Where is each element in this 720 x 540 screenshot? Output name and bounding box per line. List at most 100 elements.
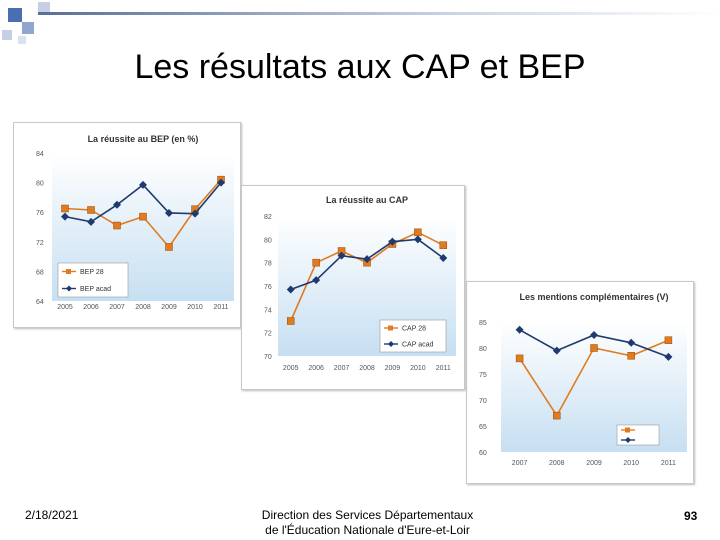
data-point-diamond	[337, 251, 346, 260]
y-tick-label: 72	[264, 331, 272, 338]
data-point-diamond	[113, 200, 121, 209]
legend-label: BEP acad	[80, 286, 111, 293]
data-point-diamond	[515, 325, 524, 334]
data-point-diamond	[439, 254, 448, 262]
data-point-diamond	[139, 180, 147, 189]
data-point-diamond	[286, 285, 295, 294]
y-tick-label: 82	[264, 214, 272, 221]
y-tick-label: 70	[479, 398, 487, 405]
data-point-square	[664, 336, 673, 344]
y-tick-label: 80	[479, 346, 487, 353]
y-tick-label: 68	[36, 269, 44, 276]
data-point-square	[165, 243, 173, 251]
x-tick-label: 2007	[334, 365, 350, 372]
data-point-diamond	[388, 237, 397, 246]
data-point-square	[139, 212, 147, 221]
chart-title: Les mentions complémentaires (V)	[519, 292, 668, 302]
data-point-square	[61, 204, 69, 213]
y-tick-label: 85	[479, 320, 487, 327]
data-point-square	[312, 258, 320, 267]
legend-marker	[66, 285, 72, 292]
data-point-square	[590, 344, 598, 352]
data-point-diamond	[87, 217, 95, 226]
footer-organization: Direction des Services Départementaux de…	[240, 508, 495, 538]
x-tick-label: 2006	[83, 304, 99, 311]
chart-title: La réussite au BEP (en %)	[88, 134, 199, 144]
x-tick-label: 2007	[109, 304, 125, 311]
data-point-square	[439, 241, 448, 249]
data-point-square	[627, 352, 635, 360]
y-tick-label: 84	[36, 151, 44, 158]
data-point-square	[553, 411, 561, 420]
x-tick-label: 2011	[213, 304, 228, 311]
footer-line-1: Direction des Services Départementaux	[261, 508, 474, 522]
x-tick-label: 2007	[512, 460, 528, 467]
chart-bep: La réussite au BEP (en %) 84 80 76 72 68 64 200…	[36, 134, 234, 311]
x-tick-label: 2008	[135, 304, 151, 311]
legend-marker	[625, 427, 630, 433]
x-tick-label: 2010	[187, 304, 203, 311]
chart-mentions: Les mentions complémentaires (V) 85 80 75 70…	[479, 292, 687, 467]
corner-square-4	[2, 30, 12, 40]
data-point-square	[113, 221, 121, 230]
x-tick-label: 2010	[410, 365, 426, 372]
data-point-diamond	[191, 209, 199, 218]
data-point-diamond	[664, 352, 673, 361]
x-tick-label: 2011	[661, 460, 676, 467]
x-tick-label: 2005	[57, 304, 73, 311]
data-point-diamond	[363, 255, 371, 264]
legend-label: CAP 28	[402, 326, 426, 333]
data-point-diamond	[590, 331, 598, 339]
y-tick-label: 76	[36, 210, 44, 217]
x-tick-label: 2010	[623, 460, 639, 467]
header-rule	[38, 12, 720, 15]
y-tick-label: 80	[36, 181, 44, 188]
y-tick-label: 75	[479, 372, 487, 379]
y-tick-label: 60	[479, 450, 487, 457]
x-tick-label: 2011	[436, 365, 451, 372]
data-point-square	[515, 354, 524, 363]
chart-panel-mc: Les mentions complémentaires (V) 85 80 75 70…	[466, 281, 694, 484]
y-tick-label: 76	[264, 284, 272, 291]
legend-box	[57, 262, 129, 298]
x-tick-label: 2009	[586, 460, 602, 467]
page-number: 93	[684, 509, 698, 523]
y-tick-label: 64	[36, 299, 44, 306]
data-point-diamond	[61, 212, 69, 221]
chart-panel-cap: La réussite au CAP 82 80 78 76 74 72 70 2005 2006…	[241, 185, 465, 390]
x-tick-label: 2005	[283, 365, 299, 372]
chart-panel-bep: La réussite au BEP (en %) 84 80 76 72 68 64 200…	[13, 122, 241, 328]
corner-square-1	[8, 8, 22, 22]
data-point-diamond	[627, 338, 636, 347]
footer-date: 2/18/2021	[25, 508, 79, 522]
x-tick-label: 2009	[161, 304, 177, 311]
legend-marker	[66, 269, 71, 274]
data-point-diamond	[413, 235, 422, 244]
data-point-diamond	[552, 346, 561, 355]
data-point-diamond	[217, 178, 225, 187]
legend-label: CAP acad	[402, 342, 433, 349]
legend-marker	[625, 437, 631, 443]
corner-square-5	[18, 36, 26, 44]
footer-line-2: de l'Éducation Nationale d'Eure-et-Loir	[265, 523, 470, 537]
legend-label: BEP 28	[80, 269, 104, 276]
chart-title: La réussite au CAP	[326, 195, 408, 205]
legend-marker	[388, 341, 394, 347]
y-tick-label: 70	[264, 354, 272, 361]
y-tick-label: 74	[264, 307, 272, 314]
data-point-square	[414, 228, 422, 237]
data-point-diamond	[165, 208, 173, 217]
y-tick-label: 65	[479, 424, 487, 431]
x-tick-label: 2006	[308, 365, 324, 372]
data-point-square	[87, 206, 95, 214]
legend-box	[616, 424, 660, 446]
corner-square-2	[22, 22, 34, 34]
y-tick-label: 80	[264, 237, 272, 244]
y-tick-label: 78	[264, 261, 272, 268]
slide-title: Les résultats aux CAP et BEP	[134, 48, 586, 86]
data-point-square	[286, 317, 295, 325]
legend-marker	[388, 325, 393, 331]
corner-square-3	[38, 2, 50, 14]
y-tick-label: 72	[36, 240, 44, 247]
x-tick-label: 2008	[549, 460, 565, 467]
